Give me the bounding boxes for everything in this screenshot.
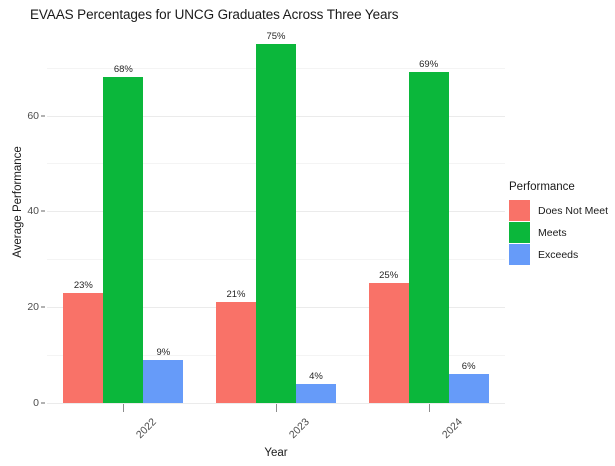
bar[interactable]: 9% [143, 347, 184, 403]
legend-swatch [509, 244, 530, 265]
x-axis-tick-mark [428, 404, 430, 412]
legend-swatch [509, 200, 530, 221]
y-axis-tick-mark [41, 402, 45, 404]
legend-item[interactable]: Exceeds [509, 244, 609, 265]
bar[interactable]: 21% [216, 289, 256, 403]
y-axis-tick-mark [41, 210, 45, 212]
legend-label: Does Not Meet [538, 204, 609, 217]
x-axis-title: Year [264, 447, 288, 459]
legend-swatch [509, 222, 530, 243]
bar-value-label: 21% [226, 289, 246, 301]
bar[interactable]: 69% [408, 59, 449, 403]
bar-value-label: 23% [73, 279, 93, 291]
bar[interactable]: 23% [63, 280, 104, 403]
legend-items: Does Not Meet Meets Exceeds [509, 200, 609, 265]
legend-title: Performance [509, 181, 575, 193]
legend-item[interactable]: Does Not Meet [509, 200, 609, 221]
bar-value-label: 25% [379, 270, 399, 282]
chart-title: EVAAS Percentages for UNCG Graduates Acr… [30, 7, 399, 22]
y-axis-tick-marks [41, 26, 47, 404]
x-axis-tick-label: 2023 [286, 416, 312, 442]
x-axis-tick-mark [276, 404, 277, 412]
bar[interactable]: 68% [103, 64, 144, 403]
plot-panel: 23% 68% 9% 21% 75% 4% 25% 69% 6% [47, 26, 505, 404]
y-axis-tick-label: 40 [27, 205, 39, 218]
bar[interactable]: 4% [296, 371, 336, 403]
bar-value-label: 75% [266, 30, 286, 42]
bar-value-label: 69% [419, 59, 439, 71]
legend-label: Meets [538, 226, 567, 239]
bar[interactable]: 6% [448, 361, 489, 403]
bar-value-label: 9% [156, 346, 171, 358]
bar-value-label: 6% [461, 361, 476, 373]
gridline-major [47, 403, 505, 404]
x-axis-tick-label: 2024 [439, 416, 465, 442]
x-axis-tick-mark [123, 404, 125, 412]
bar[interactable]: 25% [368, 270, 409, 403]
bar-group: 21% 75% 4% [216, 26, 336, 403]
bar-value-label: 68% [113, 64, 133, 76]
bar-value-label: 4% [309, 370, 323, 382]
legend-item[interactable]: Meets [509, 222, 609, 243]
bar-group: 23% 68% 9% [63, 26, 184, 403]
y-axis-tick-labels: 0 20 40 60 [0, 26, 39, 409]
y-axis-tick-label: 60 [27, 109, 39, 122]
x-axis-tick-label: 2022 [134, 416, 160, 442]
legend-label: Exceeds [538, 248, 579, 261]
bar-group: 25% 69% 6% [368, 26, 489, 403]
y-axis-tick-label: 0 [33, 397, 39, 409]
legend: Performance Does Not Meet Meets Exceeds [509, 181, 609, 266]
y-axis-tick-mark [41, 306, 45, 308]
bar[interactable]: 75% [256, 31, 296, 403]
y-axis-tick-mark [41, 115, 45, 117]
y-axis-tick-label: 20 [27, 301, 39, 314]
